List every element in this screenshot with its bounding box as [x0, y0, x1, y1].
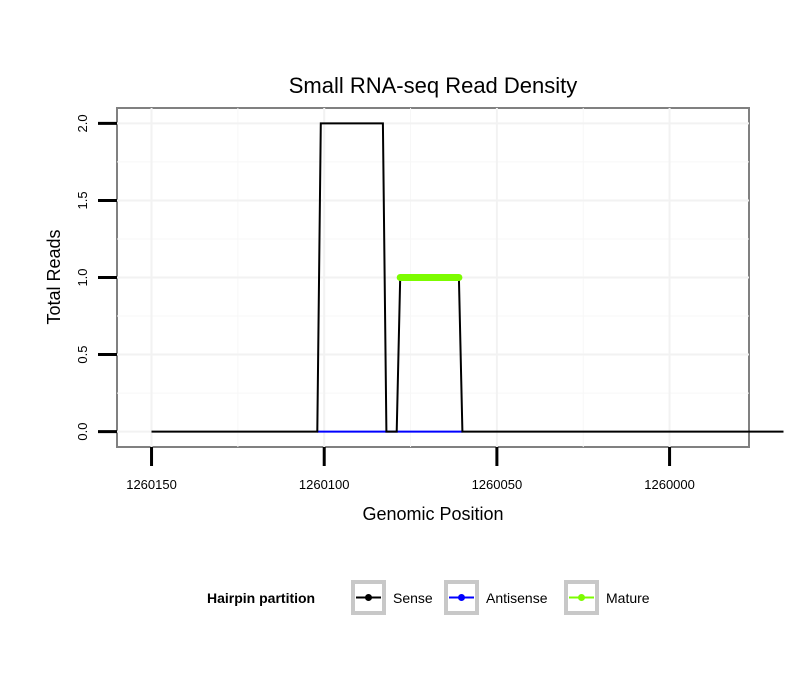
legend-title: Hairpin partition [207, 590, 315, 606]
legend-item-sense: Sense [351, 580, 433, 615]
x-tick-label: 1260000 [644, 477, 695, 492]
y-tick-label: 0.5 [75, 346, 90, 364]
y-axis-title: Total Reads [44, 229, 64, 324]
x-tick-label: 1260100 [299, 477, 350, 492]
legend-item-mature: Mature [564, 580, 650, 615]
data-series [151, 122, 784, 433]
legend-label: Antisense [486, 590, 548, 606]
x-tick-label: 1260050 [472, 477, 523, 492]
x-tick-label: 1260150 [126, 477, 177, 492]
chart-title: Small RNA-seq Read Density [289, 73, 578, 98]
y-tick-label: 1.5 [75, 191, 90, 209]
axes: 0.0 0.5 1.0 1.5 2.0 1260150 1260100 1260050 1260… [75, 114, 695, 492]
legend-label: Sense [393, 590, 433, 606]
legend-key-point [458, 594, 465, 601]
series-line-sense [151, 122, 784, 433]
x-axis-title: Genomic Position [362, 504, 503, 524]
legend-item-antisense: Antisense [444, 580, 548, 615]
legend-key-point [365, 594, 372, 601]
legend: Hairpin partition Sense Antisense Mature [207, 580, 650, 615]
y-tick-label: 0.0 [75, 423, 90, 441]
legend-label: Mature [606, 590, 650, 606]
legend-key-point [578, 594, 585, 601]
y-tick-label: 1.0 [75, 268, 90, 286]
y-tick-label: 2.0 [75, 114, 90, 132]
